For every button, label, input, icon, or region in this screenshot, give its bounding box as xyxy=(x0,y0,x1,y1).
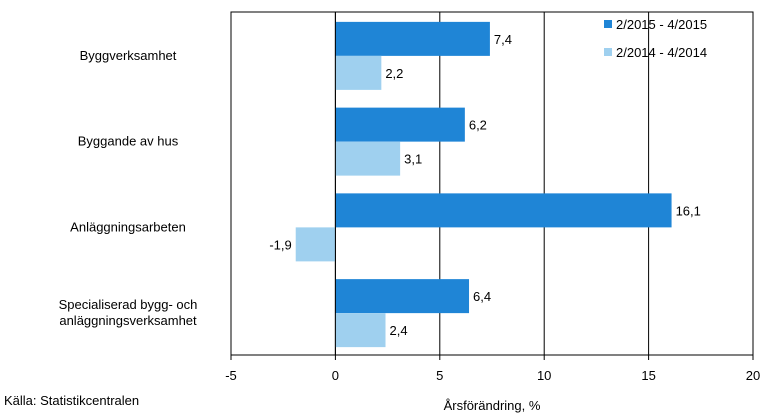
category-label-line: anläggningsverksamhet xyxy=(59,313,197,328)
legend-swatch xyxy=(604,20,612,28)
category-label: Anläggningsarbeten xyxy=(70,219,186,234)
legend-label: 2/2014 - 4/2014 xyxy=(616,45,707,60)
x-axis-title: Årsförändring, % xyxy=(444,398,541,413)
data-label: 16,1 xyxy=(676,203,701,218)
bar xyxy=(335,193,672,228)
plot-frame xyxy=(230,11,754,356)
data-label: -1,9 xyxy=(269,237,291,252)
bar xyxy=(335,21,490,56)
category-label-line: Anläggningsarbeten xyxy=(70,219,186,234)
data-label: 3,1 xyxy=(404,152,422,167)
data-label: 6,4 xyxy=(473,289,491,304)
bar xyxy=(335,141,401,176)
x-tick-label: -5 xyxy=(225,368,237,383)
source-note: Källa: Statistikcentralen xyxy=(4,393,140,408)
category-label-line: Byggande av hus xyxy=(78,134,179,149)
bar xyxy=(335,55,382,90)
bar xyxy=(335,313,386,348)
legend-label: 2/2015 - 4/2015 xyxy=(616,17,707,32)
x-tick-label: 0 xyxy=(332,368,339,383)
data-label: 6,2 xyxy=(469,118,487,133)
x-tick-label: 20 xyxy=(746,368,760,383)
data-label: 2,4 xyxy=(390,323,408,338)
bar xyxy=(335,279,470,314)
category-label: Specialiserad bygg- och anläggningsverksa… xyxy=(59,297,198,328)
bar xyxy=(335,107,465,142)
bar xyxy=(295,227,336,262)
x-tick-label: 5 xyxy=(436,368,443,383)
category-label: Byggande av hus xyxy=(78,134,179,149)
category-label-line: Byggverksamhet xyxy=(80,48,177,63)
x-tick-label: 10 xyxy=(537,368,551,383)
category-label: Byggverksamhet xyxy=(80,48,177,63)
data-label: 7,4 xyxy=(494,32,512,47)
data-label: 2,2 xyxy=(385,66,403,81)
x-tick-label: 15 xyxy=(641,368,655,383)
legend-swatch xyxy=(604,48,612,56)
category-label-line: Specialiserad bygg- och xyxy=(59,297,198,312)
